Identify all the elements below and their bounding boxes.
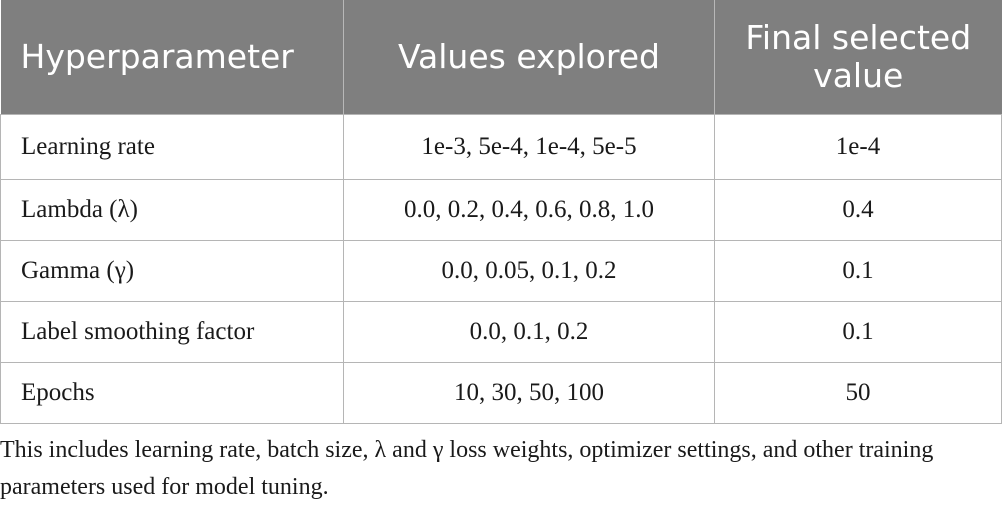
cell-values-explored: 0.0, 0.05, 0.1, 0.2 — [343, 239, 715, 302]
cell-final-value: 0.1 — [714, 239, 1002, 302]
header-hyperparameter: Hyperparameter — [0, 0, 344, 114]
header-values-explored: Values explored — [343, 0, 715, 114]
header-row: Hyperparameter Values explored Final sel… — [0, 0, 1002, 114]
cell-values-explored: 10, 30, 50, 100 — [343, 361, 715, 424]
cell-hyperparameter: Label smoothing factor — [0, 300, 344, 363]
table-row: Epochs 10, 30, 50, 100 50 — [0, 361, 1002, 424]
table-row: Learning rate 1e-3, 5e-4, 1e-4, 5e-5 1e-… — [0, 113, 1002, 180]
cell-hyperparameter: Lambda (λ) — [0, 178, 344, 241]
cell-final-value: 0.4 — [714, 178, 1002, 241]
table-row: Lambda (λ) 0.0, 0.2, 0.4, 0.6, 0.8, 1.0 … — [0, 178, 1002, 241]
table-row: Gamma (γ) 0.0, 0.05, 0.1, 0.2 0.1 — [0, 239, 1002, 302]
cell-values-explored: 0.0, 0.1, 0.2 — [343, 300, 715, 363]
header-final-selected-value: Final selected value — [714, 0, 1002, 114]
table-header: Hyperparameter Values explored Final sel… — [0, 0, 1002, 114]
cell-final-value: 1e-4 — [714, 113, 1002, 180]
cell-final-value: 0.1 — [714, 300, 1002, 363]
cell-values-explored: 0.0, 0.2, 0.4, 0.6, 0.8, 1.0 — [343, 178, 715, 241]
cell-values-explored: 1e-3, 5e-4, 1e-4, 5e-5 — [343, 113, 715, 180]
hyperparameter-table-container: Hyperparameter Values explored Final sel… — [0, 0, 1002, 424]
cell-hyperparameter: Learning rate — [0, 113, 344, 180]
table-footnote: This includes learning rate, batch size,… — [0, 437, 934, 500]
table-row: Label smoothing factor 0.0, 0.1, 0.2 0.1 — [0, 300, 1002, 363]
hyperparameter-table: Hyperparameter Values explored Final sel… — [0, 0, 1002, 424]
cell-hyperparameter: Epochs — [0, 361, 344, 424]
table-body: Learning rate 1e-3, 5e-4, 1e-4, 5e-5 1e-… — [0, 113, 1002, 424]
cell-hyperparameter: Gamma (γ) — [0, 239, 344, 302]
cell-final-value: 50 — [714, 361, 1002, 424]
